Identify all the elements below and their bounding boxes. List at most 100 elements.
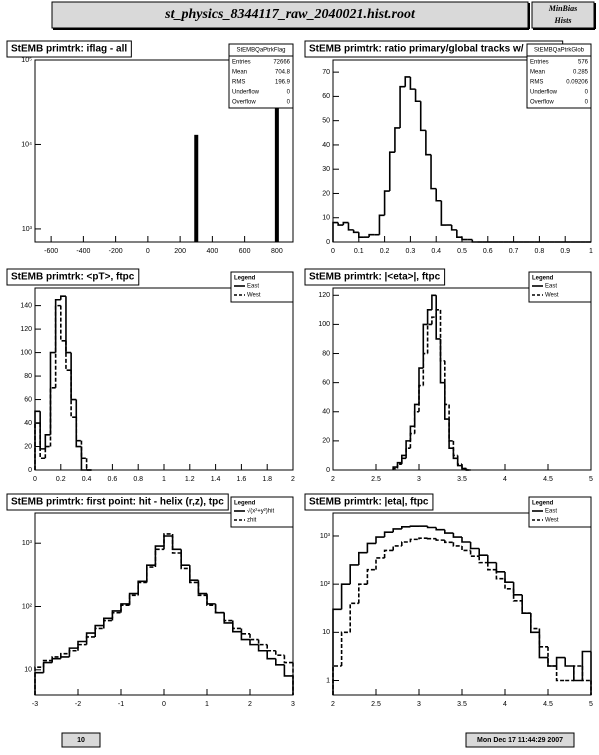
histogram-bin (275, 650, 285, 657)
histogram-bin (80, 440, 87, 460)
x-tick-label: 0.9 (560, 248, 570, 255)
histogram-bin (358, 551, 368, 565)
stats-box (526, 43, 592, 109)
x-tick-label: 4.5 (543, 476, 553, 483)
histogram-bin (495, 569, 505, 580)
histogram-bin (392, 467, 398, 470)
histogram-bin (487, 562, 497, 571)
title-box (6, 493, 229, 511)
histogram-bin (465, 468, 471, 471)
x-tick-label: 0.1 (354, 248, 364, 255)
histogram-bin (405, 447, 411, 459)
y-tick-label: 10² (320, 581, 331, 588)
stats-value: 0.09206 (566, 80, 588, 86)
histogram-bin (85, 636, 96, 645)
x-tick-label: 1 (205, 701, 209, 708)
chart-title: StEMB primtrk: ratio primary/global trac… (309, 44, 559, 55)
histogram-bin (223, 612, 233, 622)
histogram-bin (581, 650, 591, 681)
histogram-bin (581, 665, 591, 682)
histogram-bin (469, 542, 480, 550)
histogram-bin (547, 646, 557, 667)
chart-title: StEMB primtrk: iflag - all (11, 44, 127, 55)
y-tick-label: 120 (318, 292, 330, 299)
stats-label: Underflow (232, 90, 260, 96)
header-box (51, 1, 529, 29)
histogram-bin (44, 433, 51, 449)
y-tick-label: 10² (22, 603, 33, 610)
spike (194, 134, 199, 242)
histogram-bin (49, 387, 56, 447)
histogram-bin (409, 432, 415, 449)
stats-label: RMS (530, 80, 543, 86)
histogram-bin (42, 661, 53, 673)
histogram-bin (120, 603, 130, 611)
stats-value: 0 (287, 100, 291, 106)
histogram-bin (103, 617, 113, 626)
histogram-bin (450, 225, 457, 231)
stats-value: 0 (585, 100, 589, 106)
histogram-bin (425, 130, 432, 156)
histogram-bin (435, 188, 442, 202)
plot-frame (34, 287, 294, 471)
y-tick-label: 70 (322, 69, 330, 76)
y-tick-label: 0 (326, 467, 330, 474)
x-tick-label: 0.5 (457, 248, 467, 255)
histogram-bin (426, 309, 432, 325)
y-tick-label: 20 (322, 190, 330, 197)
histogram-bin (232, 620, 242, 630)
x-tick-label: 0.6 (483, 248, 493, 255)
histogram-bin (564, 657, 574, 667)
histogram-bin (439, 309, 445, 362)
histogram-bin (111, 610, 121, 619)
y-tick-label: 120 (20, 326, 32, 333)
histogram-bin (257, 644, 268, 652)
x-tick-label: 1.2 (185, 476, 195, 483)
histogram-bin (77, 640, 87, 649)
histogram-bin (137, 581, 147, 596)
histogram-bin (180, 553, 190, 570)
y-tick-label: 60 (322, 93, 330, 100)
x-tick-label: 2 (331, 476, 335, 483)
legend-label: East (545, 284, 557, 290)
histogram-bin (347, 222, 354, 231)
stats-label: Mean (232, 70, 247, 76)
histogram-bin (530, 613, 540, 630)
plot-frame (332, 287, 592, 471)
histogram-bin (461, 537, 471, 543)
histogram-bin (440, 200, 447, 226)
histogram-bin (283, 655, 293, 664)
histogram-bin (444, 529, 454, 534)
x-tick-label: 0 (331, 248, 335, 255)
histogram-bin (197, 582, 207, 597)
histogram-bin (469, 550, 480, 558)
histogram-bin (65, 340, 72, 371)
histogram-bin (70, 352, 77, 401)
x-tick-label: -1 (118, 701, 124, 708)
histogram-bin (418, 384, 424, 412)
y-tick-label: 40 (322, 142, 330, 149)
x-tick-label: 3.5 (457, 476, 467, 483)
x-tick-label: 1 (162, 476, 166, 483)
histogram-bin (275, 658, 285, 666)
x-tick-label: -400 (76, 248, 90, 255)
histogram-bin (452, 542, 462, 547)
histogram-bin (375, 557, 385, 570)
y-tick-label: 0 (326, 239, 330, 246)
histogram-bin (396, 463, 402, 469)
legend-label: zhit (247, 518, 257, 524)
date: Mon Dec 17 11:44:29 2007 (477, 737, 563, 744)
histogram-bin (366, 542, 376, 553)
histogram-bin (452, 440, 458, 457)
histogram-bin (426, 323, 432, 354)
date-box (465, 732, 575, 748)
y-tick-label: 10 (24, 667, 32, 674)
x-tick-label: 1.6 (237, 476, 247, 483)
histogram-bin (103, 619, 113, 629)
stats-value: 576 (578, 60, 589, 66)
histogram-bin (478, 548, 488, 556)
legend-label: West (545, 293, 559, 299)
histogram-bin (426, 526, 437, 529)
histogram-bin (383, 549, 394, 558)
x-tick-label: 600 (239, 248, 251, 255)
